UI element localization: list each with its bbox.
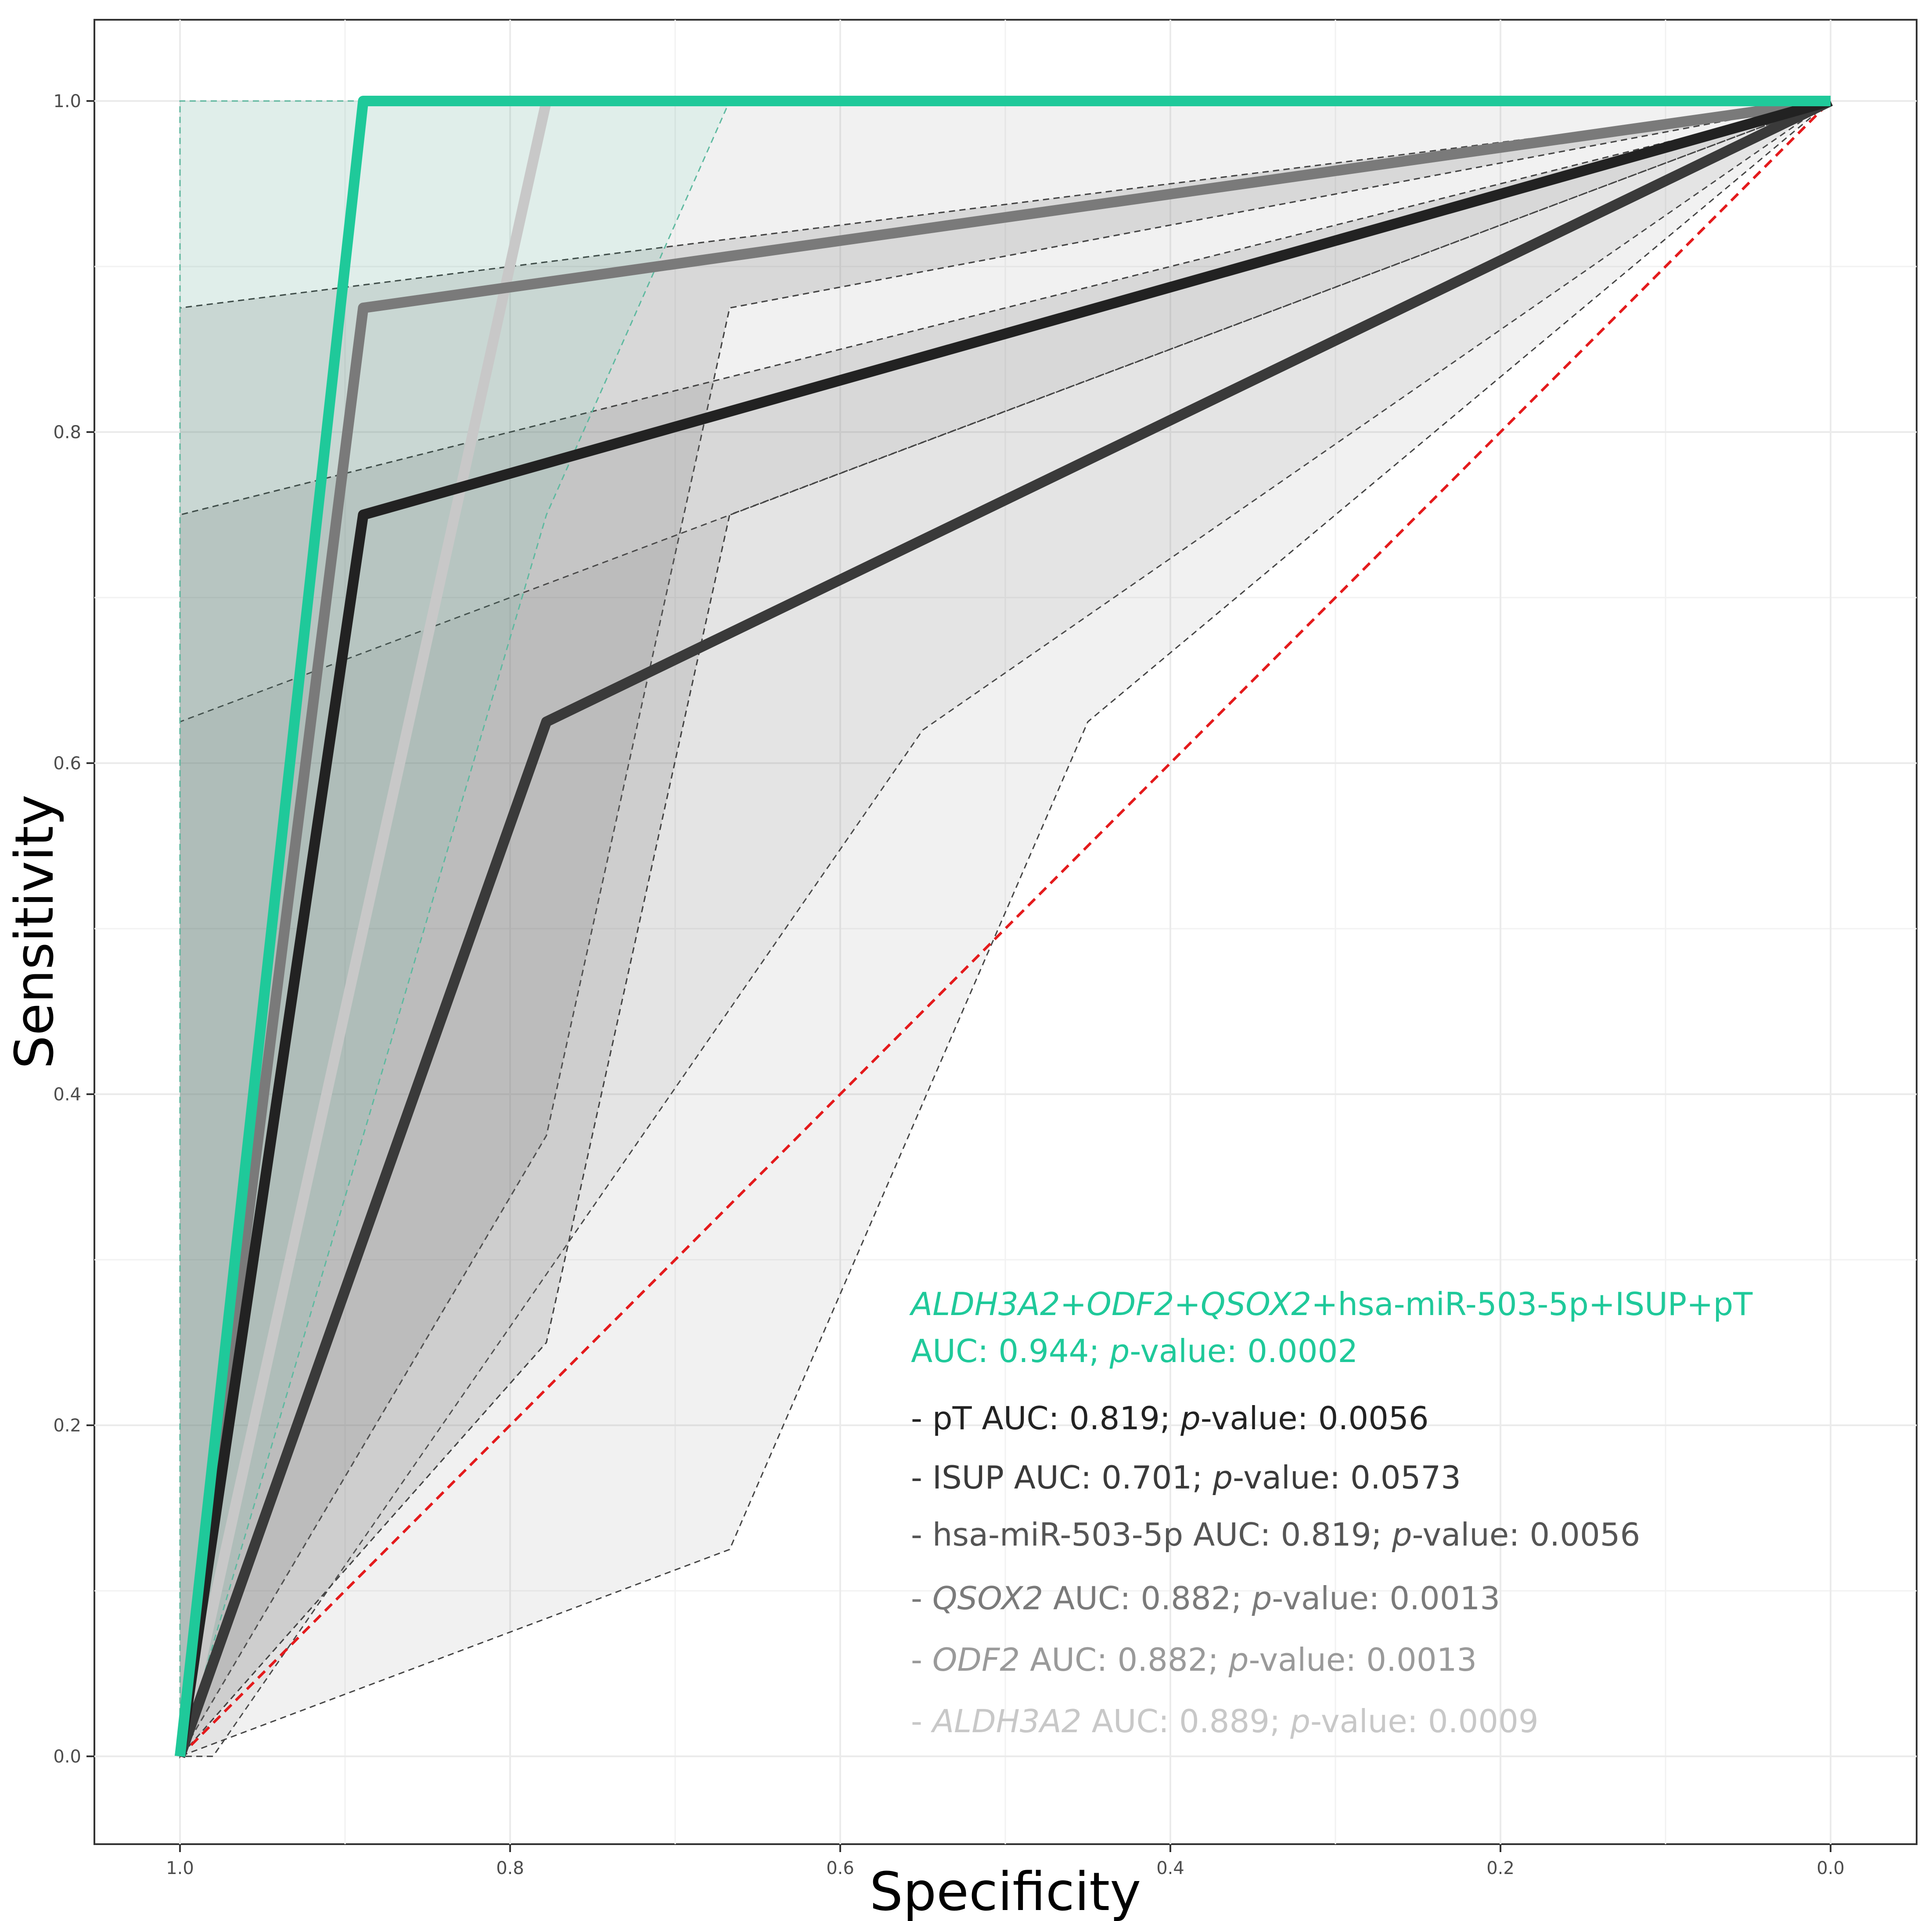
roc-curve xyxy=(175,96,1831,1757)
legend-text-part: -value: 0.0013 xyxy=(1272,1580,1500,1617)
legend-text-part: + xyxy=(1174,1286,1201,1323)
legend-text-part: QSOX2 xyxy=(1201,1286,1311,1323)
y-axis-title: Sensitivity xyxy=(4,795,65,1069)
legend-text-part: AUC: 0.882; xyxy=(1043,1580,1252,1617)
legend-text-part: ODF2 xyxy=(1087,1286,1174,1323)
legend-text-part: +hsa-miR-503-5p+ISUP+pT xyxy=(1311,1286,1753,1323)
axis-ticks: 1.0 0.8 0.6 0.4 0.2 0.0 0.0 0.2 0.4 0.6 0.8 1.0 xyxy=(53,91,1844,1878)
legend-text-part: - xyxy=(911,1641,932,1678)
roc-curve xyxy=(175,96,1833,1759)
x-tick-label: 1.0 xyxy=(166,1858,194,1878)
y-tick-label: 0.0 xyxy=(53,1747,81,1767)
roc-curve xyxy=(175,96,1831,1757)
reference-line-group xyxy=(179,100,1832,1758)
legend-text-part: - xyxy=(911,1580,932,1617)
legend-text-part: -value: 0.0013 xyxy=(1248,1641,1477,1678)
ci-band xyxy=(179,100,1831,1758)
legend-text-part: p xyxy=(1212,1459,1233,1496)
legend-text-part: -value: 0.0002 xyxy=(1130,1333,1358,1370)
legend-text-part: p xyxy=(1290,1703,1310,1740)
x-tick-label: 0.0 xyxy=(1817,1858,1845,1878)
y-tick-label: 0.4 xyxy=(53,1085,81,1105)
x-tick-label: 0.8 xyxy=(496,1858,524,1878)
legend-text-part: AUC: 0.889; xyxy=(1082,1703,1291,1740)
legend-entry: - QSOX2 AUC: 0.882; p-value: 0.0013 xyxy=(911,1580,1500,1617)
legend-text-part: -value: 0.0009 xyxy=(1310,1703,1539,1740)
y-tick-label: 0.6 xyxy=(53,753,81,774)
legend-entry: - ISUP AUC: 0.701; p-value: 0.0573 xyxy=(911,1459,1461,1496)
legend-text-part: - hsa-miR-503-5p AUC: 0.819; xyxy=(911,1516,1392,1553)
legend-text-part: - xyxy=(911,1703,932,1740)
legend-text-part: - ISUP AUC: 0.701; xyxy=(911,1459,1212,1496)
roc-curve xyxy=(175,96,1832,1757)
legend-text-part: ALDH3A2 xyxy=(931,1703,1082,1740)
legend-text-part: -value: 0.0573 xyxy=(1233,1459,1461,1496)
legend-text-part: + xyxy=(1060,1286,1087,1323)
legend-entry: - ODF2 AUC: 0.882; p-value: 0.0013 xyxy=(911,1641,1477,1678)
legend-entry: - ALDH3A2 AUC: 0.889; p-value: 0.0009 xyxy=(911,1703,1539,1740)
legend-text-part: AUC: 0.944; xyxy=(911,1333,1110,1370)
y-tick-label: 0.2 xyxy=(53,1416,81,1436)
legend-text-part: p xyxy=(1180,1400,1201,1437)
legend-entry: - pT AUC: 0.819; p-value: 0.0056 xyxy=(911,1400,1429,1437)
x-tick-label: 0.4 xyxy=(1156,1858,1184,1878)
legend-text-part: -value: 0.0056 xyxy=(1412,1516,1641,1553)
x-tick-label: 0.2 xyxy=(1486,1858,1515,1878)
legend-text-part: p xyxy=(1392,1516,1412,1553)
x-tick-label: 0.6 xyxy=(826,1858,854,1878)
legend-text-part: - pT AUC: 0.819; xyxy=(911,1400,1180,1437)
reference-line xyxy=(179,100,1832,1758)
y-tick-label: 0.8 xyxy=(53,422,81,443)
x-axis-title: Specificity xyxy=(870,1862,1141,1921)
legend: ALDH3A2+ODF2+QSOX2+hsa-miR-503-5p+ISUP+p… xyxy=(909,1286,1753,1740)
legend-entry: - hsa-miR-503-5p AUC: 0.819; p-value: 0.… xyxy=(911,1516,1640,1553)
legend-text-part: -value: 0.0056 xyxy=(1201,1400,1429,1437)
legend-entry: ALDH3A2+ODF2+QSOX2+hsa-miR-503-5p+ISUP+p… xyxy=(909,1286,1753,1323)
legend-text-part: QSOX2 xyxy=(932,1580,1043,1617)
y-tick-label: 1.0 xyxy=(53,91,81,112)
legend-text-part: p xyxy=(1109,1333,1130,1370)
legend-text-part: ALDH3A2 xyxy=(909,1286,1060,1323)
legend-entry: AUC: 0.944; p-value: 0.0002 xyxy=(911,1333,1358,1370)
legend-text-part: p xyxy=(1228,1641,1249,1678)
legend-text-part: AUC: 0.882; xyxy=(1020,1641,1229,1678)
legend-text-part: p xyxy=(1252,1580,1272,1617)
legend-text-part: ODF2 xyxy=(932,1641,1020,1678)
roc-curves xyxy=(175,96,1833,1759)
grid-lines xyxy=(94,20,1917,1844)
